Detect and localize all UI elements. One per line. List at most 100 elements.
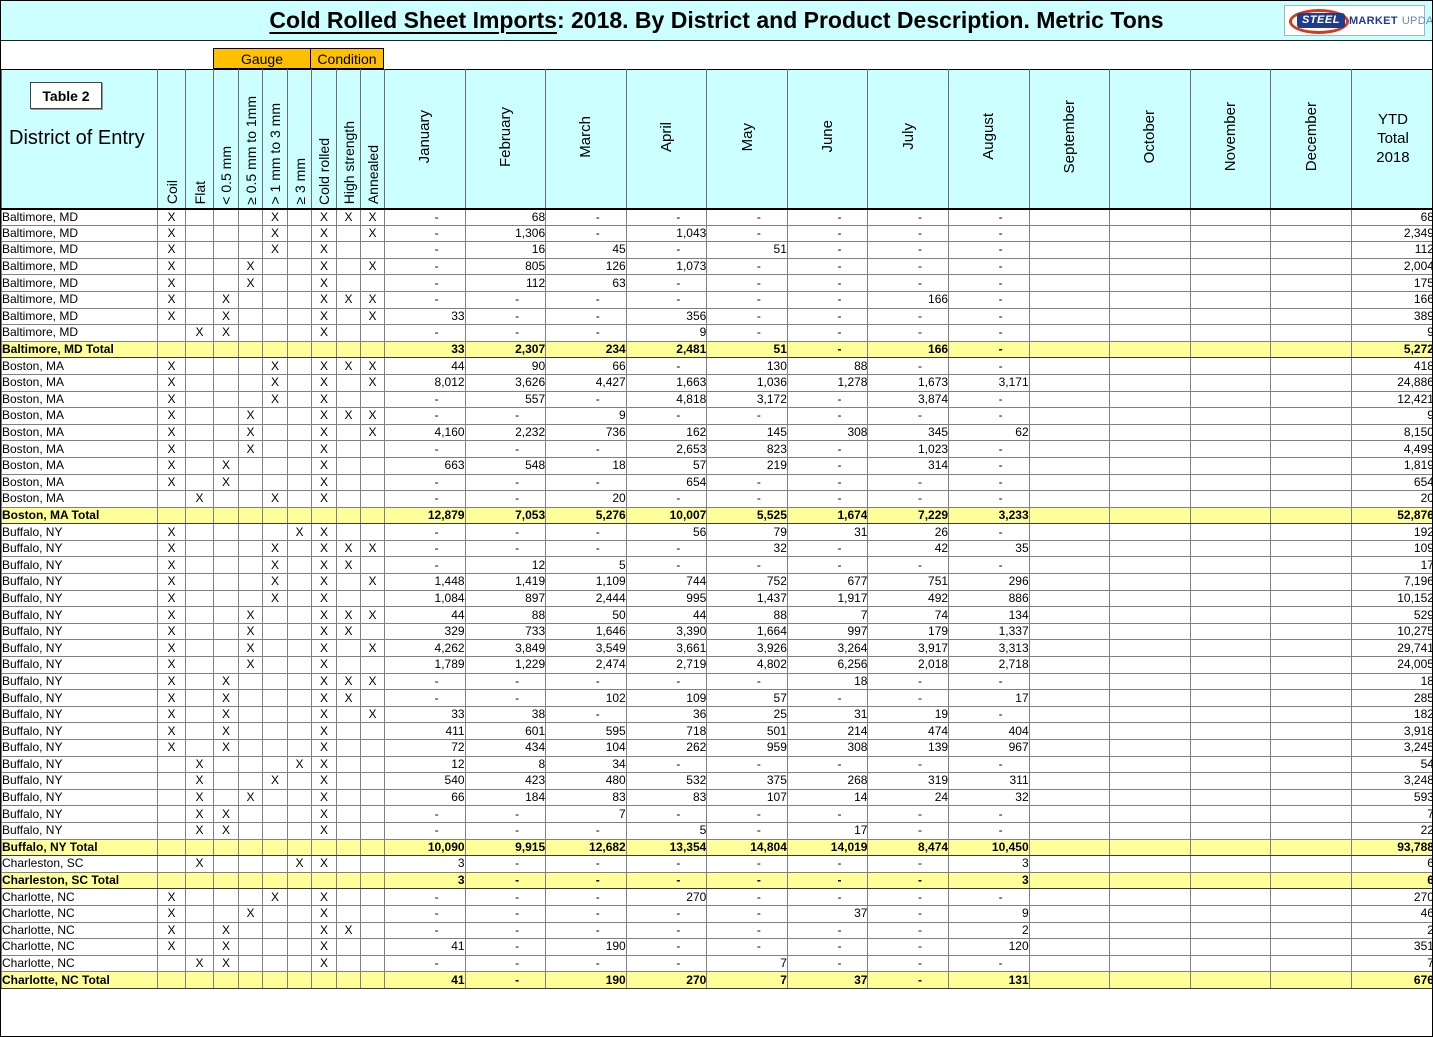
cell-september[interactable] [1028,208,1111,226]
cell-district[interactable]: Charlotte, NC [1,904,158,923]
cell-1-mm-to-3-mm[interactable] [262,407,288,425]
cell-june[interactable]: - [786,871,869,890]
cell-annealed[interactable] [360,556,385,575]
cell-june[interactable]: 1,674 [786,506,869,525]
column-header-high-strength[interactable]: High strength [336,69,361,210]
cell-january[interactable]: - [384,904,466,923]
cell-cold-rolled[interactable]: X [311,573,337,591]
cell-3-mm[interactable]: X [287,855,312,873]
column-header-annealed[interactable]: Annealed [360,69,385,210]
cell-ytd[interactable]: 3,245 [1350,739,1432,757]
cell-november[interactable] [1189,307,1272,326]
cell-district[interactable]: Boston, MA [1,357,158,375]
cell-cold-rolled[interactable] [311,971,337,989]
cell-high-strength[interactable] [336,656,361,674]
cell-november[interactable] [1189,921,1272,940]
cell-november[interactable] [1189,971,1272,989]
cell-1-mm-to-3-mm[interactable] [262,971,288,989]
cell-october[interactable] [1109,357,1191,375]
cell-october[interactable] [1109,821,1191,840]
cell-0-5-mm[interactable] [213,241,239,259]
cell-3-mm[interactable] [287,689,312,707]
cell-january[interactable]: - [384,805,466,823]
cell-october[interactable] [1109,639,1191,658]
cell-district[interactable]: Buffalo, NY [1,656,158,674]
cell-august[interactable]: - [948,954,1030,973]
cell-flat[interactable]: X [185,772,214,790]
cell-november[interactable] [1189,423,1272,442]
cell-december[interactable] [1270,954,1352,973]
cell-coil[interactable]: X [157,274,186,292]
cell-annealed[interactable]: X [360,705,385,724]
cell-flat[interactable] [185,224,214,243]
cell-july[interactable]: 345 [867,423,950,442]
cell-february[interactable]: - [464,689,547,707]
cell-march[interactable]: 45 [545,241,627,259]
cell-september[interactable] [1028,473,1111,492]
cell-0-5-mm[interactable] [213,357,239,375]
cell-flat[interactable] [185,622,214,641]
column-header-november[interactable]: November [1189,69,1272,210]
cell-high-strength[interactable] [336,788,361,807]
cell-october[interactable] [1109,490,1191,508]
cell-march[interactable]: 190 [545,938,627,956]
cell-february[interactable]: 12 [464,556,547,575]
cell-flat[interactable] [185,357,214,375]
cell-high-strength[interactable] [336,821,361,840]
cell-3-mm[interactable] [287,407,312,425]
cell-3-mm[interactable] [287,805,312,823]
cell-january[interactable]: 411 [384,722,466,740]
cell-flat[interactable] [185,423,214,442]
cell-district[interactable]: Buffalo, NY [1,755,158,774]
cell-coil[interactable]: X [157,307,186,326]
cell-july[interactable]: 7,229 [867,506,950,525]
cell-flat[interactable] [185,523,214,541]
cell-june[interactable]: 268 [786,772,869,790]
cell-annealed[interactable] [360,473,385,492]
cell-december[interactable] [1270,440,1352,458]
cell-september[interactable] [1028,739,1111,757]
cell-annealed[interactable] [360,954,385,973]
cell-0-5-mm[interactable] [213,622,239,641]
cell-district[interactable]: Baltimore, MD [1,208,158,226]
cell-june[interactable]: - [786,556,869,575]
cell-june[interactable]: - [786,440,869,458]
cell-coil[interactable]: X [157,423,186,442]
cell-annealed[interactable]: X [360,373,385,392]
cell-february[interactable]: - [464,407,547,425]
cell-february[interactable]: 423 [464,772,547,790]
cell-annealed[interactable] [360,855,385,873]
cell-cold-rolled[interactable]: X [311,290,337,309]
cell-ytd[interactable]: 2,004 [1350,257,1432,276]
cell-ytd[interactable]: 29,741 [1350,639,1432,658]
cell-july[interactable]: 2,018 [867,656,950,674]
cell-june[interactable]: 37 [786,904,869,923]
cell-february[interactable]: 7,053 [464,506,547,525]
cell-july[interactable]: 3,874 [867,390,950,409]
cell-0-5-mm-to-1mm[interactable] [238,705,263,724]
cell-flat[interactable] [185,904,214,923]
cell-june[interactable]: - [786,224,869,243]
cell-3-mm[interactable] [287,490,312,508]
cell-flat[interactable] [185,739,214,757]
cell-march[interactable]: 104 [545,739,627,757]
cell-july[interactable]: - [867,954,950,973]
cell-3-mm[interactable] [287,257,312,276]
cell-high-strength[interactable] [336,274,361,292]
cell-december[interactable] [1270,208,1352,226]
cell-high-strength[interactable] [336,390,361,409]
cell-district[interactable]: Baltimore, MD [1,290,158,309]
cell-november[interactable] [1189,523,1272,541]
cell-september[interactable] [1028,672,1111,691]
cell-october[interactable] [1109,373,1191,392]
cell-march[interactable]: 83 [545,788,627,807]
cell-july[interactable]: - [867,672,950,691]
cell-october[interactable] [1109,589,1191,608]
cell-may[interactable]: 88 [706,606,788,624]
column-header-1-mm-to-3-mm[interactable]: > 1 mm to 3 mm [262,69,288,210]
cell-june[interactable]: - [786,274,869,292]
cell-may[interactable]: 959 [706,739,788,757]
cell-0-5-mm[interactable] [213,390,239,409]
cell-annealed[interactable] [360,656,385,674]
cell-flat[interactable] [185,871,214,890]
